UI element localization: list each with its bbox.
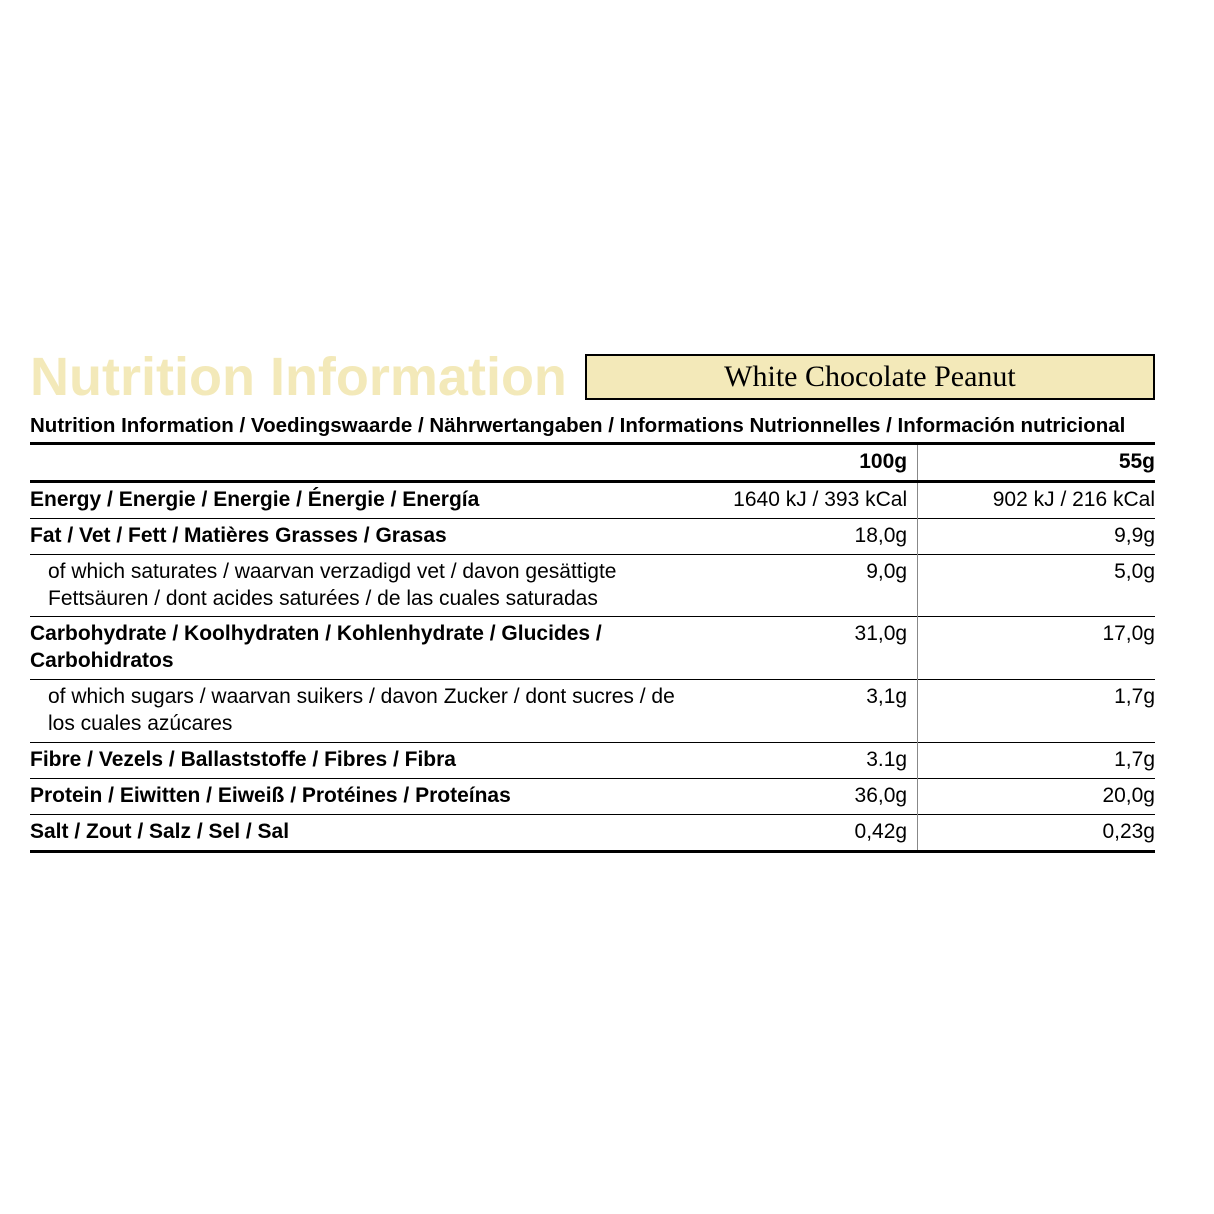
table-row: of which saturates / waarvan verzadigd v… xyxy=(30,554,1155,617)
row-v1: 31,0g xyxy=(691,617,918,680)
table-row: of which sugars / waarvan suikers / davo… xyxy=(30,680,1155,743)
row-label: of which sugars / waarvan suikers / davo… xyxy=(30,680,691,743)
row-label: Protein / Eiwitten / Eiweiß / Protéines … xyxy=(30,778,691,814)
row-v1: 3.1g xyxy=(691,742,918,778)
row-label: Fibre / Vezels / Ballaststoffe / Fibres … xyxy=(30,742,691,778)
table-row: Carbohydrate / Koolhydraten / Kohlenhydr… xyxy=(30,617,1155,680)
row-label: Energy / Energie / Energie / Énergie / E… xyxy=(30,481,691,518)
subheading: Nutrition Information / Voedingswaarde /… xyxy=(30,414,1155,438)
row-v2: 1,7g xyxy=(918,742,1155,778)
table-row: Protein / Eiwitten / Eiweiß / Protéines … xyxy=(30,778,1155,814)
table-row: Fibre / Vezels / Ballaststoffe / Fibres … xyxy=(30,742,1155,778)
table-header-row: 100g 55g xyxy=(30,444,1155,482)
row-label: of which saturates / waarvan verzadigd v… xyxy=(30,554,691,617)
row-v2: 20,0g xyxy=(918,778,1155,814)
header-row: Nutrition Information White Chocolate Pe… xyxy=(30,350,1155,404)
row-v1: 9,0g xyxy=(691,554,918,617)
row-v1: 0,42g xyxy=(691,814,918,851)
row-v1: 1640 kJ / 393 kCal xyxy=(691,481,918,518)
flavor-box: White Chocolate Peanut xyxy=(585,354,1155,400)
row-v1: 3,1g xyxy=(691,680,918,743)
title: Nutrition Information xyxy=(30,350,567,404)
table-row: Energy / Energie / Energie / Énergie / E… xyxy=(30,481,1155,518)
table-row: Fat / Vet / Fett / Matières Grasses / Gr… xyxy=(30,518,1155,554)
row-v2: 9,9g xyxy=(918,518,1155,554)
col-header-1: 100g xyxy=(691,444,918,482)
row-v2: 902 kJ / 216 kCal xyxy=(918,481,1155,518)
row-label: Carbohydrate / Koolhydraten / Kohlenhydr… xyxy=(30,617,691,680)
header-empty xyxy=(30,444,691,482)
nutrition-table: 100g 55g Energy / Energie / Energie / Én… xyxy=(30,442,1155,853)
row-v2: 17,0g xyxy=(918,617,1155,680)
nutrition-panel: Nutrition Information White Chocolate Pe… xyxy=(30,350,1155,853)
row-v2: 0,23g xyxy=(918,814,1155,851)
row-v2: 1,7g xyxy=(918,680,1155,743)
col-header-2: 55g xyxy=(918,444,1155,482)
table-row: Salt / Zout / Salz / Sel / Sal 0,42g 0,2… xyxy=(30,814,1155,851)
row-label: Salt / Zout / Salz / Sel / Sal xyxy=(30,814,691,851)
row-v1: 36,0g xyxy=(691,778,918,814)
row-label: Fat / Vet / Fett / Matières Grasses / Gr… xyxy=(30,518,691,554)
row-v2: 5,0g xyxy=(918,554,1155,617)
row-v1: 18,0g xyxy=(691,518,918,554)
